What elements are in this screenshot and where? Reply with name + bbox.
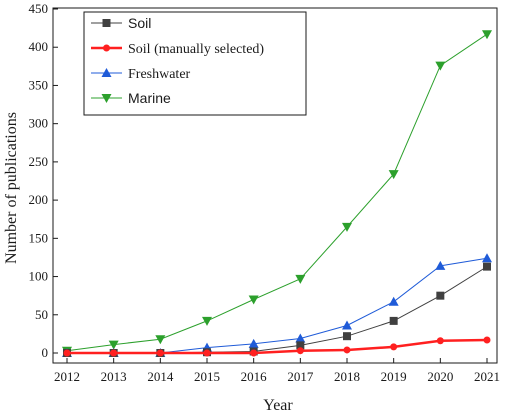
legend-label: Marine bbox=[128, 90, 171, 106]
data-point bbox=[435, 260, 446, 270]
data-point bbox=[102, 19, 111, 27]
y-axis-title: Number of publications bbox=[3, 112, 20, 264]
data-point bbox=[202, 316, 212, 326]
data-point bbox=[436, 291, 445, 300]
data-point bbox=[343, 346, 351, 354]
y-tick-label: 250 bbox=[29, 154, 49, 169]
y-tick-label: 150 bbox=[29, 230, 49, 245]
x-tick-label: 2020 bbox=[427, 369, 453, 384]
data-point bbox=[435, 61, 446, 71]
data-point bbox=[296, 341, 305, 350]
legend-label: Soil (manually selected) bbox=[128, 42, 264, 57]
data-point bbox=[389, 316, 398, 325]
data-point bbox=[296, 347, 304, 355]
legend-label: Freshwater bbox=[128, 67, 191, 82]
data-point bbox=[342, 320, 352, 330]
axes: 0 50 100 150 200 250 300 350 400 450 2012 2013 2014 2… bbox=[29, 1, 501, 384]
data-point bbox=[295, 333, 306, 343]
data-point bbox=[482, 30, 492, 40]
legend-label: Soil bbox=[128, 15, 151, 31]
x-tick-label: 2013 bbox=[101, 369, 127, 384]
x-tick-label: 2017 bbox=[287, 369, 314, 384]
y-tick-label: 200 bbox=[29, 192, 49, 207]
data-point bbox=[101, 94, 112, 103]
series-marine bbox=[62, 30, 492, 356]
y-tick-label: 350 bbox=[29, 77, 49, 92]
data-point bbox=[108, 340, 119, 350]
data-point bbox=[63, 349, 71, 357]
y-tick-label: 50 bbox=[35, 307, 48, 322]
x-tick-label: 2014 bbox=[147, 369, 174, 384]
legend-item: Freshwater bbox=[91, 67, 191, 82]
x-tick-label: 2021 bbox=[474, 369, 500, 384]
legend-item: Marine bbox=[91, 90, 171, 106]
legend: Soil Soil (manually selected) Freshwater Ma… bbox=[83, 11, 307, 116]
x-tick-label: 2018 bbox=[334, 369, 360, 384]
data-point bbox=[203, 349, 211, 357]
series-layer bbox=[62, 30, 492, 357]
data-point bbox=[101, 68, 112, 77]
series-line bbox=[66, 33, 488, 352]
plot-frame bbox=[52, 7, 498, 364]
data-point bbox=[250, 349, 258, 357]
y-tick-label: 0 bbox=[42, 345, 49, 360]
data-point bbox=[248, 295, 259, 305]
x-tick-label: 2015 bbox=[194, 369, 220, 384]
x-tick-label: 2016 bbox=[241, 369, 268, 384]
data-point bbox=[110, 349, 118, 357]
data-point bbox=[343, 332, 351, 341]
series-line bbox=[67, 266, 488, 354]
data-point bbox=[155, 335, 166, 345]
data-point bbox=[482, 253, 492, 263]
data-point bbox=[483, 262, 491, 271]
y-tick-label: 400 bbox=[29, 39, 49, 54]
data-point bbox=[390, 343, 398, 351]
data-point bbox=[156, 349, 164, 357]
series-line bbox=[67, 257, 488, 354]
data-point bbox=[483, 336, 491, 344]
y-tick-label: 100 bbox=[29, 269, 49, 284]
data-point bbox=[295, 274, 306, 284]
legend-item: Soil (manually selected) bbox=[91, 42, 264, 57]
x-tick-label: 2012 bbox=[54, 369, 80, 384]
data-point bbox=[388, 296, 399, 306]
data-point bbox=[248, 338, 259, 348]
series-soil-manually-selected bbox=[63, 336, 491, 357]
series-line bbox=[67, 338, 488, 355]
y-tick-label: 450 bbox=[29, 1, 49, 16]
data-point bbox=[342, 222, 352, 232]
y-tick-label: 300 bbox=[29, 116, 49, 131]
x-axis-title: Year bbox=[263, 397, 293, 414]
data-point bbox=[103, 44, 110, 52]
legend-box bbox=[83, 11, 307, 116]
legend-item: Soil bbox=[91, 15, 151, 31]
data-point bbox=[436, 337, 444, 345]
x-tick-label: 2019 bbox=[381, 369, 407, 384]
data-point bbox=[388, 170, 399, 180]
